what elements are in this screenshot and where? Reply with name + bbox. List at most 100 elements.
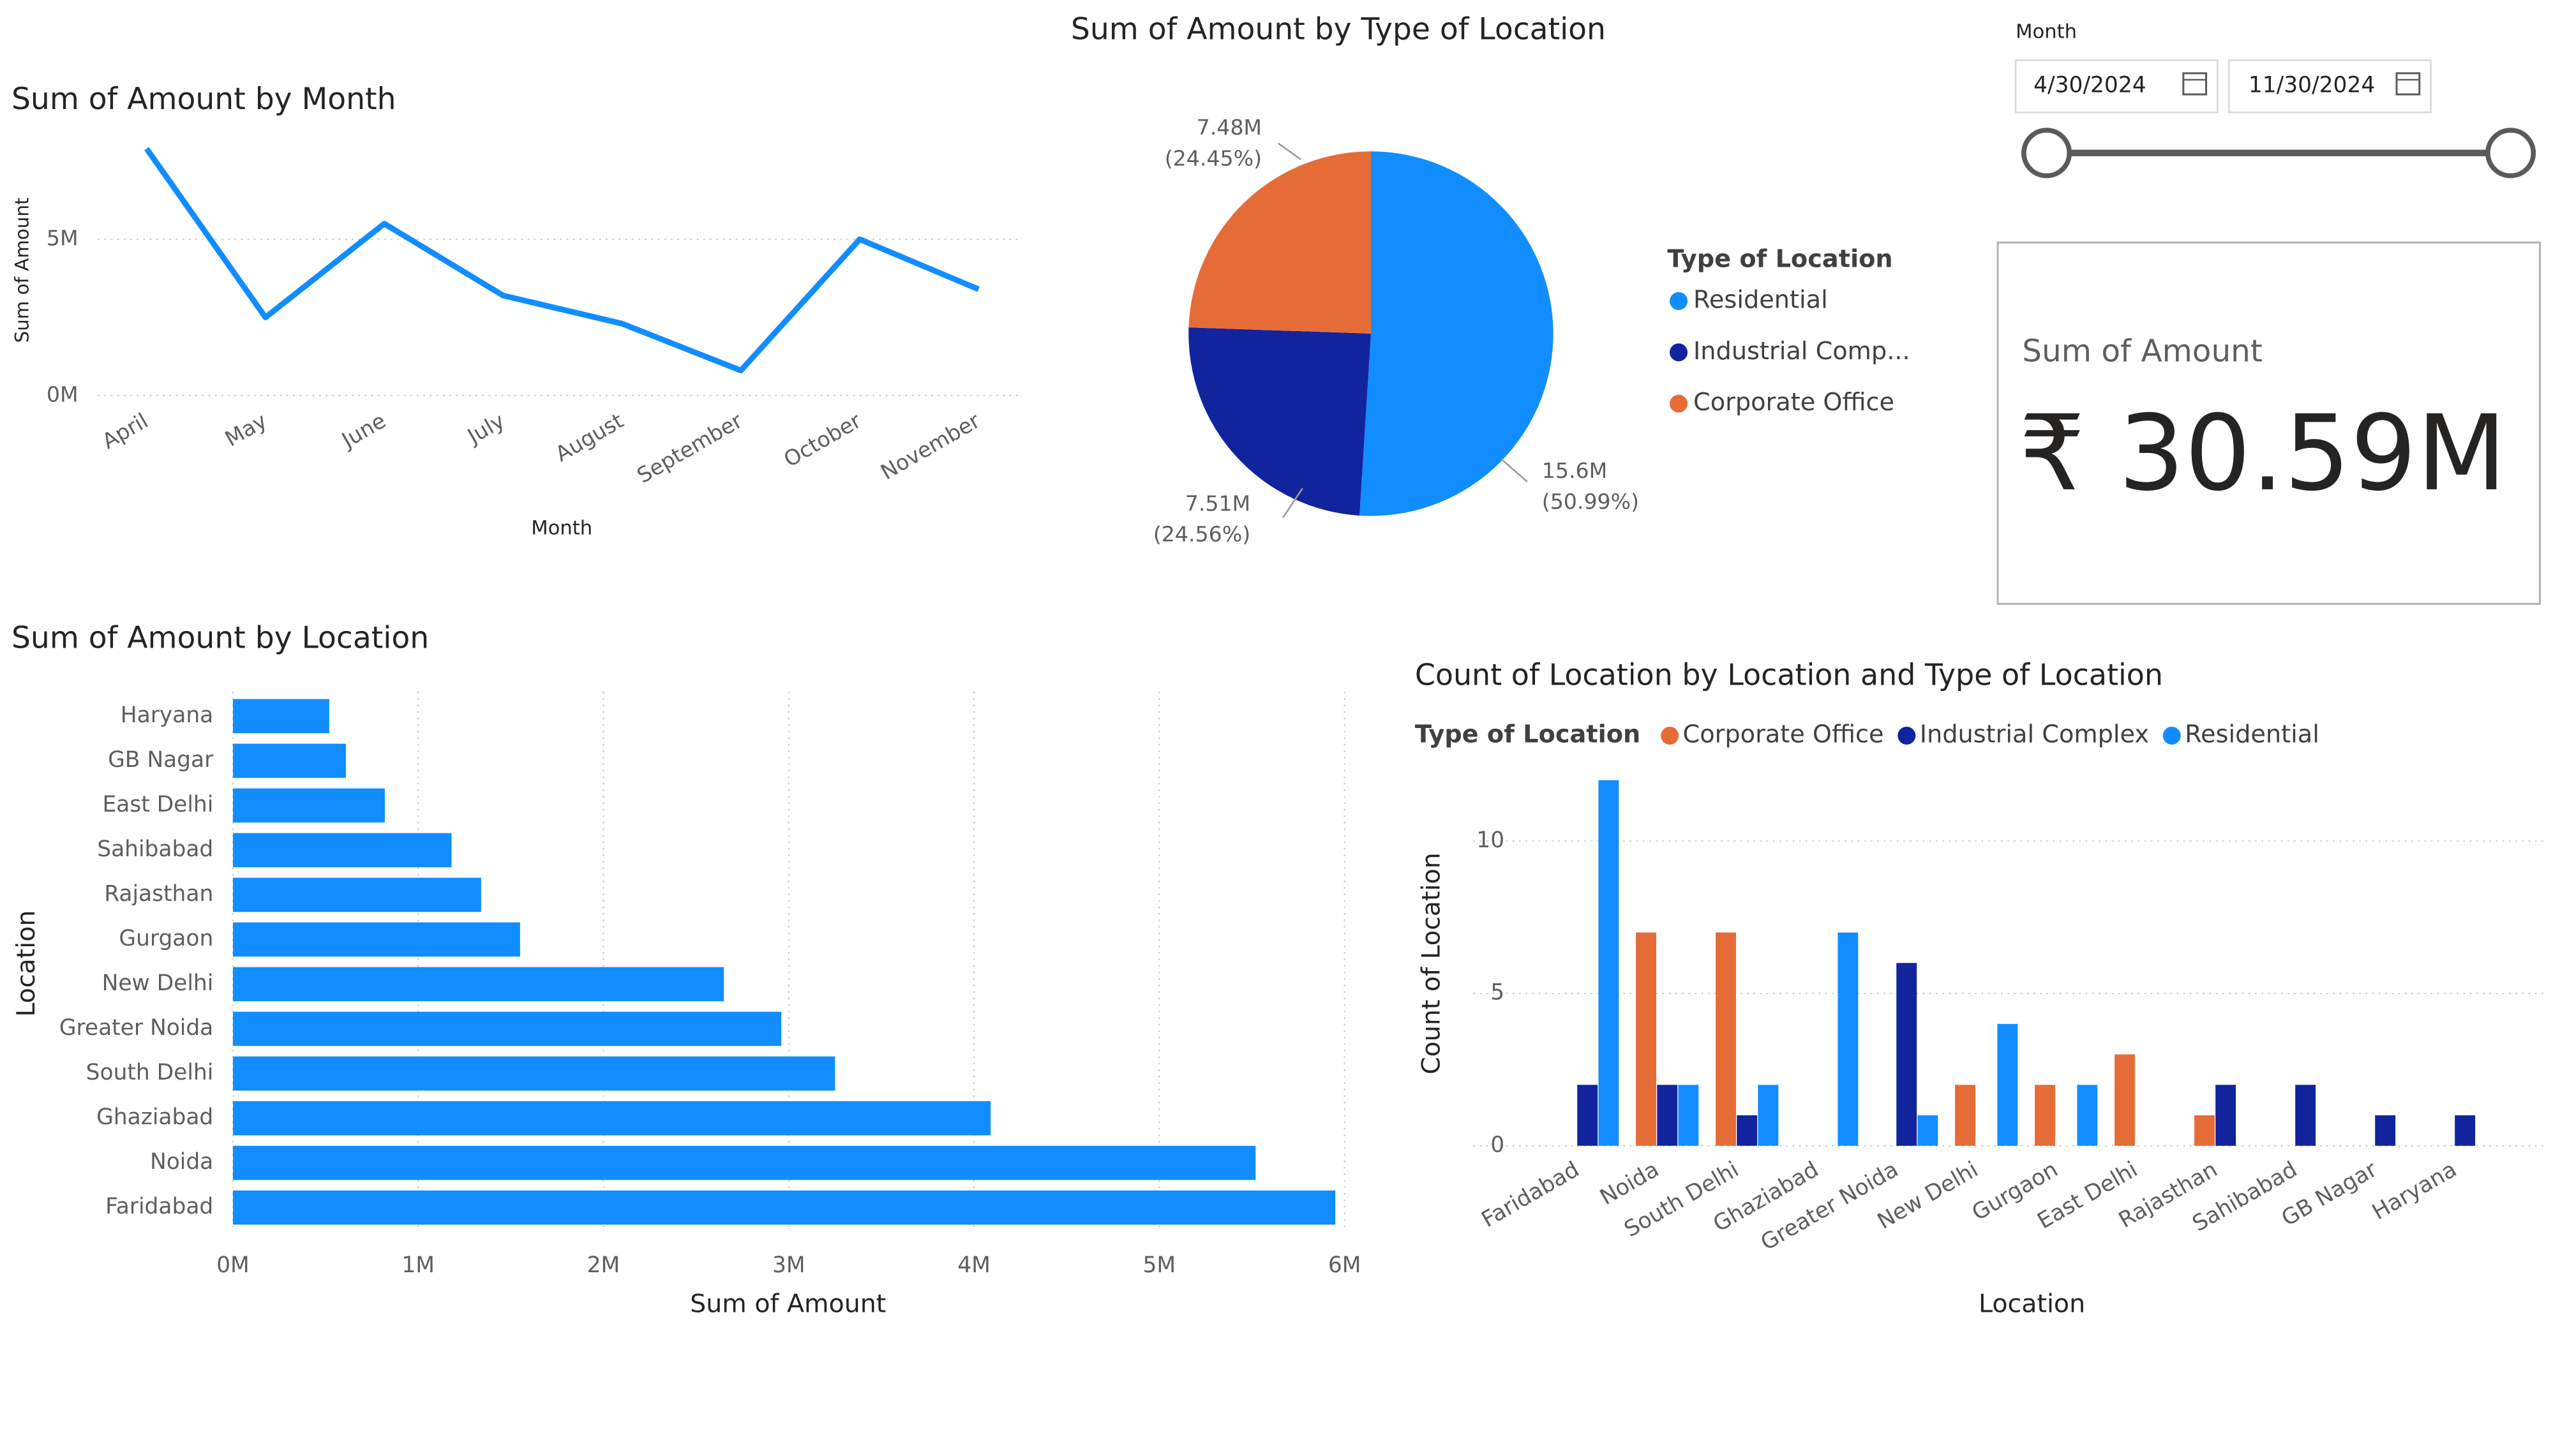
- y-tick-label: South Delhi: [86, 1060, 214, 1085]
- x-tick-label: 6M: [1328, 1252, 1361, 1278]
- x-axis-title: Sum of Amount: [690, 1289, 886, 1318]
- y-tick-label: Haryana: [121, 702, 214, 728]
- bar: [232, 1145, 1256, 1180]
- percent-label: (50.99%): [1542, 489, 1639, 514]
- leader-line: [1277, 142, 1302, 161]
- bar: [232, 833, 452, 868]
- pie-slice: [1188, 151, 1371, 334]
- y-tick-label: 0M: [47, 382, 79, 406]
- legend-title: Type of Location: [1415, 720, 1640, 748]
- bar: [2035, 1085, 2055, 1146]
- y-tick-label: Ghaziabad: [96, 1104, 213, 1130]
- legend-label[interactable]: Industrial Comp...: [1693, 337, 1910, 366]
- chart-title: Sum of Amount by Month: [11, 82, 396, 117]
- legend-label[interactable]: Industrial Complex: [1920, 720, 2149, 748]
- y-tick-label: Rajasthan: [104, 881, 213, 907]
- legend-marker[interactable]: [1670, 292, 1688, 310]
- bar: [2375, 1115, 2396, 1146]
- bar: [1577, 1085, 1598, 1146]
- legend-title: Type of Location: [1667, 245, 1892, 274]
- card-value: ₹ 30.59M: [2019, 392, 2506, 514]
- percent-label: (24.56%): [1153, 522, 1250, 547]
- y-tick-label: Faridabad: [105, 1194, 213, 1219]
- chart-title: Sum of Amount by Location: [11, 620, 429, 655]
- slider-handle[interactable]: [2021, 128, 2072, 179]
- y-axis-title: Count of Location: [1416, 852, 1446, 1074]
- x-tick-label: October: [779, 408, 865, 472]
- legend-marker[interactable]: [1670, 394, 1688, 413]
- pie-slice: [1359, 151, 1554, 516]
- bar: [1758, 1085, 1779, 1146]
- bar: [2115, 1054, 2135, 1146]
- date-input[interactable]: 4/30/2024: [2014, 59, 2219, 114]
- legend-marker[interactable]: [1670, 343, 1688, 362]
- y-tick-label: Gurgaon: [119, 926, 213, 951]
- leader-line: [1282, 487, 1303, 518]
- bar: [1896, 963, 1917, 1146]
- bar: [1657, 1085, 1678, 1146]
- x-tick-label: September: [633, 408, 747, 488]
- bar: [232, 1011, 782, 1046]
- percent-label: (24.45%): [1165, 145, 1262, 170]
- x-tick-label: July: [462, 408, 509, 450]
- y-tick-label: 10: [1476, 828, 1504, 853]
- legend-marker[interactable]: [1898, 726, 1916, 745]
- x-axis-title: Month: [531, 517, 592, 540]
- bar: [1716, 932, 1736, 1146]
- y-axis-title: Location: [11, 910, 41, 1017]
- bar: [1678, 1085, 1699, 1146]
- bar: [232, 743, 346, 778]
- x-tick-label: Greater Noida: [1756, 1157, 1903, 1256]
- y-tick-label: 5M: [47, 226, 79, 251]
- y-tick-label: GB Nagar: [108, 747, 214, 773]
- data-label: 7.51M: [1185, 491, 1250, 516]
- bar: [1955, 1085, 1975, 1146]
- bar: [232, 788, 385, 823]
- x-tick-label: Faridabad: [1478, 1157, 1584, 1233]
- y-tick-label: East Delhi: [102, 792, 213, 817]
- bar: [1997, 1023, 2018, 1146]
- x-tick-label: 4M: [957, 1252, 991, 1278]
- x-tick-label: 5M: [1143, 1252, 1176, 1278]
- chart-title: Sum of Amount by Type of Location: [1071, 11, 1606, 47]
- bar: [2215, 1085, 2236, 1146]
- bar: [232, 1056, 835, 1091]
- x-tick-label: November: [876, 408, 984, 484]
- bar: [1917, 1115, 1938, 1146]
- card-border: [1996, 241, 2541, 605]
- bar: [1838, 932, 1859, 1146]
- x-tick-label: June: [336, 408, 390, 454]
- data-label: 15.6M: [1542, 458, 1607, 483]
- y-tick-label: New Delhi: [102, 970, 214, 996]
- bar: [2194, 1115, 2215, 1146]
- bar: [1636, 932, 1656, 1146]
- bar: [232, 699, 329, 734]
- chart-title: Count of Location by Location and Type o…: [1415, 658, 2163, 692]
- x-tick-label: 0M: [216, 1252, 250, 1278]
- line: [144, 147, 980, 374]
- date-input[interactable]: 11/30/2024: [2227, 59, 2432, 114]
- start-date[interactable]: 4/30/2024: [2033, 73, 2146, 98]
- bar: [232, 1101, 991, 1136]
- legend-label[interactable]: Residential: [1693, 285, 1828, 314]
- x-tick-label: 2M: [587, 1252, 620, 1278]
- card-label: Sum of Amount: [2022, 334, 2263, 369]
- y-tick-label: 5: [1490, 980, 1504, 1006]
- legend-marker[interactable]: [2162, 726, 2181, 745]
- x-tick-label: 3M: [772, 1252, 805, 1278]
- legend-label[interactable]: Residential: [2185, 720, 2319, 748]
- legend-marker[interactable]: [1661, 726, 1679, 745]
- slider-handle[interactable]: [2485, 128, 2536, 179]
- bar: [232, 922, 520, 957]
- x-axis-title: Location: [1979, 1289, 2085, 1318]
- y-tick-label: 0: [1490, 1132, 1504, 1157]
- bar: [2455, 1115, 2476, 1146]
- leader-line: [1501, 458, 1528, 483]
- legend-label[interactable]: Corporate Office: [1683, 720, 1884, 748]
- data-label: 7.48M: [1197, 115, 1262, 140]
- end-date[interactable]: 11/30/2024: [2249, 73, 2375, 98]
- x-tick-label: August: [551, 408, 627, 467]
- legend-label[interactable]: Corporate Office: [1693, 388, 1894, 417]
